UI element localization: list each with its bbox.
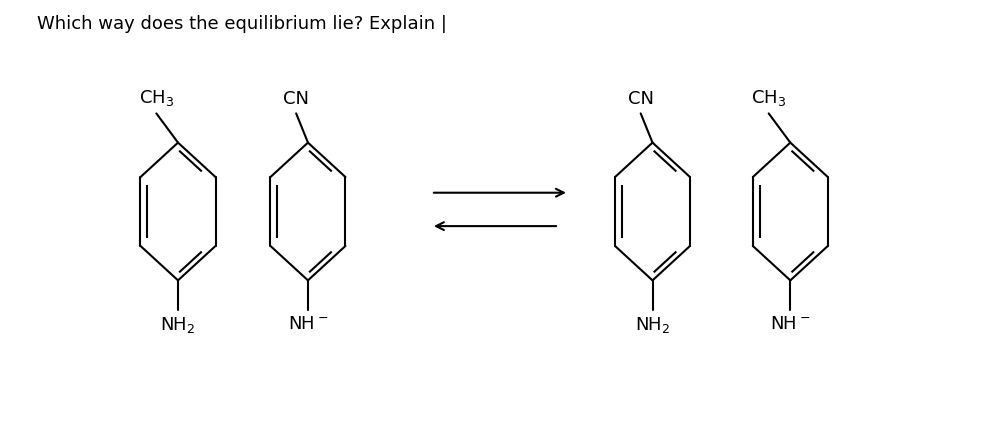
Text: NH$^-$: NH$^-$ — [770, 315, 811, 332]
Text: CH$_3$: CH$_3$ — [751, 88, 786, 108]
Text: CN: CN — [628, 91, 653, 108]
Text: Which way does the equilibrium lie? Explain |: Which way does the equilibrium lie? Expl… — [38, 15, 447, 33]
Text: NH$_2$: NH$_2$ — [160, 315, 196, 335]
Text: NH$^-$: NH$^-$ — [288, 315, 328, 332]
Text: CN: CN — [283, 91, 309, 108]
Text: CH$_3$: CH$_3$ — [139, 88, 174, 108]
Text: NH$_2$: NH$_2$ — [635, 315, 670, 335]
